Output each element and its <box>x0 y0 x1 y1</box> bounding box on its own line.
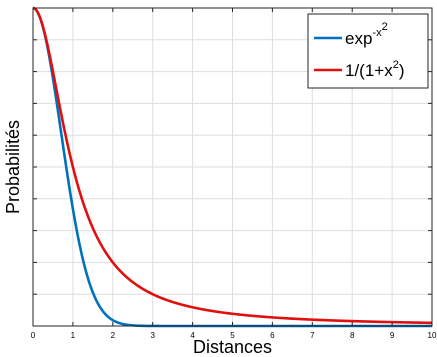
x-tick-label: 6 <box>270 331 275 340</box>
series-line-2 <box>32 6 433 325</box>
legend-box <box>307 13 429 89</box>
x-tick-label: 5 <box>230 331 235 340</box>
axis-ticks: 0 1 2 3 4 5 6 7 8 9 10 <box>31 8 437 340</box>
x-tick-label: 9 <box>390 331 395 340</box>
y-axis-label: Probabilités <box>3 120 23 214</box>
x-tick-label: 7 <box>310 331 315 340</box>
legend-label-2: 1/(1+x2) <box>345 59 405 80</box>
x-tick-label: 2 <box>111 331 116 340</box>
x-tick-label: 0 <box>31 331 36 340</box>
x-tick-label: 10 <box>428 331 437 340</box>
x-axis-label: Distances <box>193 337 272 357</box>
x-tick-label: 1 <box>71 331 76 340</box>
legend-label-1: exp-x2 <box>345 21 388 48</box>
x-tick-label: 4 <box>190 331 195 340</box>
x-tick-label: 8 <box>350 331 355 340</box>
x-tick-label: 3 <box>150 331 155 340</box>
legend: exp-x2 1/(1+x2) <box>307 13 429 89</box>
